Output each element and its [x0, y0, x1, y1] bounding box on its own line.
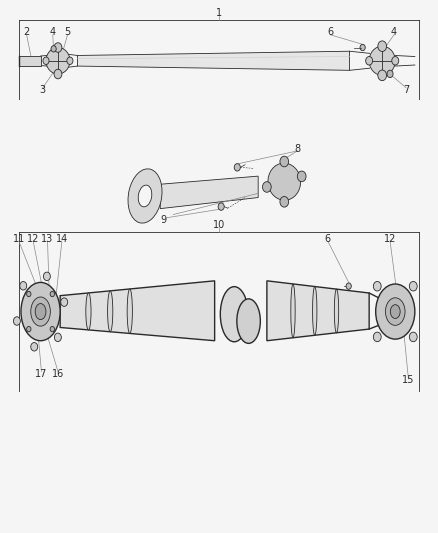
Circle shape [387, 70, 393, 78]
Text: 9: 9 [160, 215, 166, 225]
Text: 2: 2 [24, 27, 30, 37]
Ellipse shape [86, 293, 91, 330]
Circle shape [378, 41, 387, 52]
Text: 10: 10 [213, 220, 225, 230]
Ellipse shape [390, 305, 400, 318]
Circle shape [50, 326, 54, 332]
Circle shape [373, 332, 381, 342]
Circle shape [43, 57, 49, 64]
Text: 7: 7 [403, 85, 409, 95]
Text: 13: 13 [42, 234, 53, 244]
Circle shape [262, 182, 271, 192]
Text: 12: 12 [27, 234, 39, 244]
Ellipse shape [31, 297, 50, 326]
Ellipse shape [35, 304, 46, 320]
Text: 5: 5 [64, 27, 71, 37]
Circle shape [392, 56, 399, 65]
Circle shape [410, 332, 417, 342]
Text: 17: 17 [35, 369, 48, 379]
Circle shape [373, 281, 381, 291]
Polygon shape [19, 56, 41, 66]
Polygon shape [160, 176, 258, 208]
Circle shape [50, 292, 54, 297]
Text: 15: 15 [402, 375, 414, 385]
Text: 11: 11 [13, 234, 25, 244]
Circle shape [378, 70, 387, 80]
Circle shape [54, 333, 61, 342]
Circle shape [346, 283, 351, 289]
Ellipse shape [369, 46, 395, 75]
Circle shape [234, 164, 240, 171]
Circle shape [410, 281, 417, 291]
Text: 8: 8 [294, 144, 300, 154]
Text: 4: 4 [49, 27, 56, 37]
Circle shape [54, 69, 62, 79]
Text: 1: 1 [216, 8, 222, 18]
Polygon shape [60, 281, 215, 341]
Circle shape [31, 343, 38, 351]
Circle shape [27, 292, 31, 297]
Text: 3: 3 [40, 85, 46, 95]
Circle shape [54, 43, 62, 52]
Circle shape [218, 203, 224, 211]
Ellipse shape [313, 287, 317, 335]
Circle shape [280, 197, 289, 207]
Ellipse shape [334, 289, 339, 333]
Text: 14: 14 [56, 234, 68, 244]
Ellipse shape [21, 282, 60, 341]
Ellipse shape [237, 299, 260, 343]
Text: 6: 6 [327, 27, 333, 37]
Ellipse shape [128, 169, 162, 223]
Circle shape [297, 171, 306, 182]
Polygon shape [267, 281, 369, 341]
Text: 16: 16 [52, 369, 64, 379]
Text: 4: 4 [391, 27, 397, 37]
Circle shape [43, 272, 50, 280]
Text: 12: 12 [384, 234, 396, 244]
Circle shape [61, 298, 68, 306]
Text: 6: 6 [325, 234, 331, 244]
Circle shape [14, 317, 21, 325]
Circle shape [27, 326, 31, 332]
Ellipse shape [108, 291, 113, 332]
Ellipse shape [291, 284, 295, 338]
Ellipse shape [268, 163, 300, 200]
Circle shape [67, 57, 73, 64]
Circle shape [20, 281, 27, 290]
Circle shape [280, 156, 289, 167]
Circle shape [366, 56, 373, 65]
Ellipse shape [127, 289, 132, 334]
Polygon shape [78, 51, 350, 70]
Circle shape [51, 46, 56, 52]
Ellipse shape [220, 287, 248, 342]
Circle shape [360, 44, 365, 51]
Ellipse shape [385, 298, 405, 325]
Ellipse shape [46, 47, 70, 74]
Ellipse shape [138, 185, 152, 207]
Ellipse shape [376, 284, 415, 339]
